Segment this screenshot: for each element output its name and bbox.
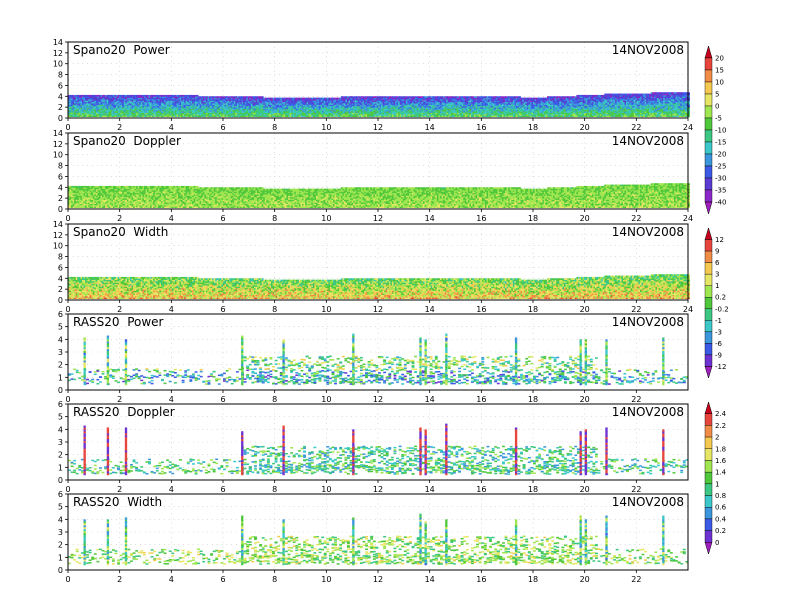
panel-1: 0 2 4 6 8 10 12 14 16 18 20 22 2402468101214Spano20 … — [53, 38, 693, 132]
heatmap-cells — [68, 92, 690, 117]
panels: 0 2 4 6 8 10 12 14 16 18 20 22 2402468101214Spano20 … — [53, 38, 693, 584]
